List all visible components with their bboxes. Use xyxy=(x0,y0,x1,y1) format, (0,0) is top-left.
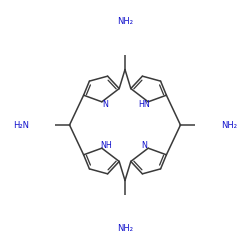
Text: H₂N: H₂N xyxy=(13,120,29,130)
Text: HN: HN xyxy=(138,100,150,109)
Text: NH₂: NH₂ xyxy=(117,224,133,233)
Text: NH: NH xyxy=(100,141,112,150)
Text: N: N xyxy=(142,141,148,150)
Text: N: N xyxy=(102,100,108,109)
Text: NH₂: NH₂ xyxy=(221,120,237,130)
Text: NH₂: NH₂ xyxy=(117,17,133,26)
